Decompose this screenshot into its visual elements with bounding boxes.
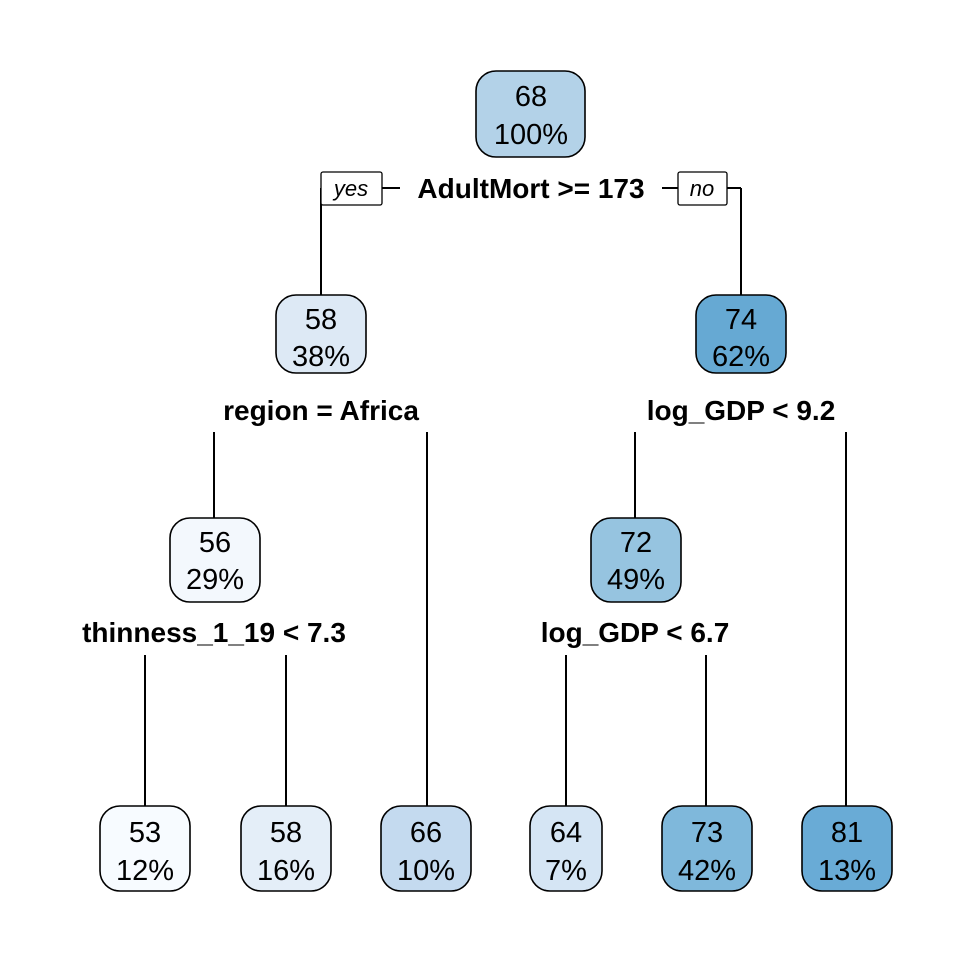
node-value: 58 bbox=[305, 304, 337, 336]
node-percent: 49% bbox=[607, 564, 665, 596]
branch-tag-no-text: no bbox=[690, 176, 714, 201]
node-n3-box bbox=[695, 294, 787, 374]
leaf-l1: 53 12% bbox=[99, 805, 191, 892]
node-value: 74 bbox=[725, 304, 757, 336]
leaf-l3-box bbox=[380, 805, 472, 892]
leaf-l1-box bbox=[99, 805, 191, 892]
node-value: 68 bbox=[515, 81, 547, 113]
split-label-log-gdp-9: log_GDP < 9.2 bbox=[647, 395, 836, 426]
node-value: 73 bbox=[691, 817, 723, 849]
node-root-box bbox=[475, 70, 586, 158]
leaf-l4-box bbox=[529, 805, 603, 892]
node-root: 68 100% bbox=[475, 70, 586, 158]
leaf-l5-box bbox=[661, 805, 753, 892]
node-value: 72 bbox=[620, 527, 652, 559]
branch-tag-no: no bbox=[677, 171, 728, 206]
node-n3: 74 62% bbox=[695, 294, 787, 374]
split-label-thinness: thinness_1_19 < 7.3 bbox=[82, 617, 346, 648]
node-n6: 72 49% bbox=[590, 517, 682, 603]
node-value: 64 bbox=[550, 817, 582, 849]
node-percent: 7% bbox=[545, 855, 587, 887]
node-value: 66 bbox=[410, 817, 442, 849]
leaf-l4: 64 7% bbox=[529, 805, 603, 892]
node-value: 53 bbox=[129, 817, 161, 849]
branch-tag-yes-text: yes bbox=[332, 176, 368, 201]
node-n4: 56 29% bbox=[169, 517, 261, 603]
node-percent: 100% bbox=[494, 119, 568, 151]
leaf-l2: 58 16% bbox=[240, 805, 332, 892]
tree-edges bbox=[144, 187, 847, 806]
leaf-l5: 73 42% bbox=[661, 805, 753, 892]
node-percent: 42% bbox=[678, 855, 736, 887]
node-percent: 10% bbox=[397, 855, 455, 887]
split-label-region: region = Africa bbox=[223, 395, 419, 426]
node-value: 58 bbox=[270, 817, 302, 849]
node-n4-box bbox=[169, 517, 261, 603]
leaf-l2-box bbox=[240, 805, 332, 892]
split-label-root: AdultMort >= 173 bbox=[417, 173, 644, 204]
node-value: 81 bbox=[831, 817, 863, 849]
node-percent: 38% bbox=[292, 341, 350, 373]
node-n2-box bbox=[275, 294, 367, 374]
node-percent: 62% bbox=[712, 341, 770, 373]
node-percent: 13% bbox=[818, 855, 876, 887]
node-percent: 29% bbox=[186, 564, 244, 596]
branch-tag-yes: yes bbox=[320, 171, 383, 206]
leaf-l3: 66 10% bbox=[380, 805, 472, 892]
leaf-l6-box bbox=[801, 805, 893, 892]
node-value: 56 bbox=[199, 527, 231, 559]
node-percent: 12% bbox=[116, 855, 174, 887]
leaf-l6: 81 13% bbox=[801, 805, 893, 892]
node-n2: 58 38% bbox=[275, 294, 367, 374]
node-percent: 16% bbox=[257, 855, 315, 887]
split-label-log-gdp-6: log_GDP < 6.7 bbox=[541, 617, 730, 648]
node-n6-box bbox=[590, 517, 682, 603]
